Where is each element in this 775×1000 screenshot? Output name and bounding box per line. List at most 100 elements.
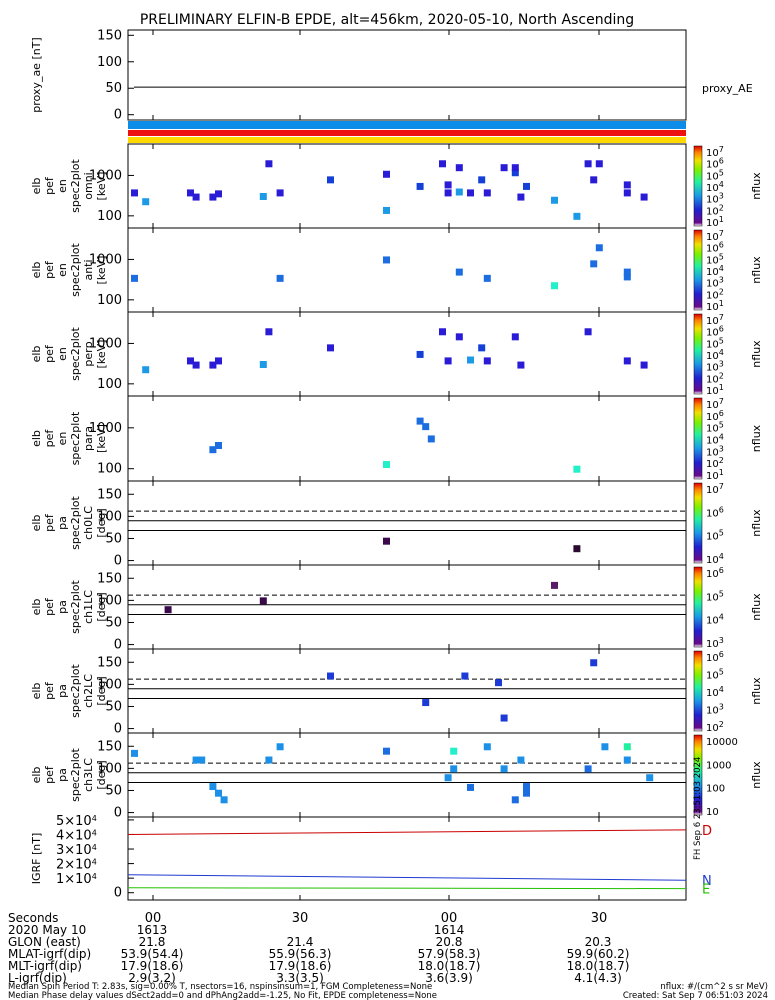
colorbar-tick: 102 (706, 203, 724, 217)
data-cell (276, 274, 284, 282)
y-tick-label: 100 (97, 509, 122, 524)
data-cell (551, 196, 558, 204)
footer-row-label: L-igrf(dip) (8, 971, 67, 985)
y-axis-label: pa (56, 516, 69, 530)
data-cell (517, 361, 525, 369)
y-tick-label: 150 (97, 487, 122, 502)
colorbar (693, 145, 703, 227)
data-cell (511, 164, 519, 172)
footer-value: 1614 (434, 923, 465, 937)
y-axis-label: spec2plot (69, 411, 82, 465)
colorbar-tick: 104 (706, 685, 724, 699)
y-tick-label: 0 (114, 108, 122, 123)
y-tick-label: 0 (114, 886, 122, 901)
y-tick-label: 50 (105, 531, 122, 546)
data-cell (327, 344, 334, 352)
data-cell (467, 189, 474, 197)
y-axis-label: spec2plot (69, 327, 82, 381)
data-cell (209, 193, 217, 201)
colorbar-tick: 10000 (706, 737, 738, 748)
y-axis-label: omni (82, 172, 95, 199)
y-axis-label: pef (43, 765, 56, 784)
data-cell (584, 328, 592, 336)
colorbar-tick: 104 (706, 552, 724, 566)
footer-row-label: Seconds (8, 911, 58, 925)
data-cell (427, 435, 435, 443)
footer-value: 18.0(18.7) (418, 959, 481, 973)
colorbar-label: nflux (750, 761, 763, 789)
panel-frame (127, 395, 687, 482)
footer-value: 21.4 (287, 935, 314, 949)
data-cell (383, 747, 390, 755)
data-cell (590, 176, 598, 184)
orbit-footer: Seconds 2020 May 10 GLON (east) MLAT-igr… (8, 911, 768, 1000)
colorbar-tick: 101 (706, 299, 724, 313)
colorbar-tick: 103 (706, 703, 724, 717)
y-axis-label: [keV] (95, 172, 108, 201)
data-cell (209, 361, 217, 369)
data-cell (383, 170, 390, 178)
proxy-ae-legend: proxy_AE (702, 82, 753, 95)
data-cell (467, 356, 474, 364)
series-label: D (702, 824, 712, 839)
colorbar-tick: 105 (706, 252, 724, 266)
y-axis-label: spec2plot (69, 580, 82, 634)
footer-value: 20.3 (585, 935, 612, 949)
colorbar-tick: 100 (706, 784, 725, 795)
data-cell (483, 743, 491, 751)
data-cell (495, 679, 502, 687)
y-axis-label: elb (30, 346, 43, 363)
y-axis-label: [deg] (95, 592, 108, 621)
colorbar-tick: 103 (706, 360, 724, 374)
y-tick-label: 0 (114, 554, 122, 569)
colorbar-tick: 105 (706, 668, 724, 682)
data-cell (478, 344, 486, 352)
y-tick-label: 100 (97, 761, 122, 776)
y-axis-label: pef (43, 176, 56, 195)
data-cell (422, 423, 430, 431)
panel-frame (127, 564, 687, 650)
y-tick-label: 5×104 (56, 814, 97, 829)
colorbar-tick: 101 (706, 468, 724, 482)
y-axis-label: pef (43, 513, 56, 532)
y-tick-label: 1×104 (56, 872, 97, 887)
colorbar (693, 482, 703, 564)
plot-title: PRELIMINARY ELFIN-B EPDE, alt=456km, 202… (140, 12, 634, 28)
y-axis-label: en (56, 432, 69, 446)
colorbar-tick: 103 (706, 444, 724, 458)
footer-row-label: MLAT-igrf(dip) (8, 947, 91, 961)
y-axis-label: ch2LC (82, 674, 95, 708)
data-cell (483, 357, 491, 365)
y-axis-label: en (56, 179, 69, 193)
panel-frame (127, 648, 687, 734)
data-cell (265, 328, 273, 336)
panel-frame (127, 480, 687, 566)
data-cell (623, 268, 631, 276)
y-tick-label: 3×104 (56, 843, 97, 858)
data-cell (265, 160, 273, 168)
data-cell (416, 350, 424, 358)
y-axis-label: elb (30, 178, 43, 195)
y-axis-label: elb (30, 515, 43, 532)
panel-6: 150 100 50 0 elb pef pa spec2plot ch1LC [deg] 106 1… (30, 564, 763, 653)
status-bar-blue (128, 121, 686, 129)
data-cell (187, 189, 194, 197)
y-axis-label: en (56, 347, 69, 361)
data-cell (461, 672, 469, 680)
y-tick-label: 100 (97, 677, 122, 692)
data-cell (523, 789, 530, 797)
y-axis-label: pef (43, 429, 56, 448)
data-cell (450, 747, 458, 755)
data-cell (584, 765, 592, 773)
y-tick-label: 2×104 (56, 858, 97, 873)
y-tick-label: 150 (97, 739, 122, 754)
colorbar-tick: 103 (706, 192, 724, 206)
y-tick-label: 0 (114, 806, 122, 821)
y-axis-label: spec2plot (69, 664, 82, 718)
y-axis-label: proxy_ae [nT] (30, 37, 43, 112)
y-axis-label: pa (56, 684, 69, 698)
y-tick-label: 100 (97, 293, 122, 308)
data-cell (276, 743, 284, 751)
footer-value: 21.8 (139, 935, 166, 949)
